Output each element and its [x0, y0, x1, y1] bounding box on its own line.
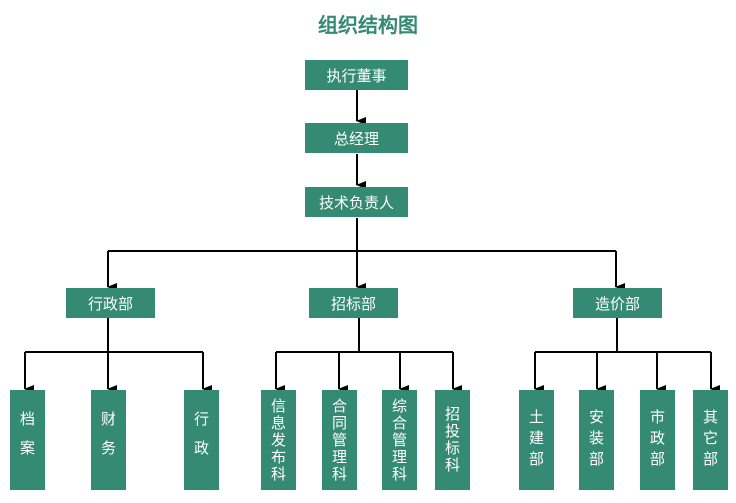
node-general-manager: 总经理: [305, 123, 408, 153]
node-unit-info-release: 信息发布科: [261, 390, 296, 490]
chart-title: 组织结构图: [318, 13, 418, 37]
node-unit-municipal: 市政部: [640, 390, 675, 490]
node-unit-tendering: 招投标科: [435, 390, 470, 490]
node-unit-contract-mgmt: 合同管理科: [322, 390, 357, 490]
node-dept-costing: 造价部: [573, 288, 662, 318]
node-unit-installation: 安装部: [579, 390, 614, 490]
node-executive-director: 执行董事: [305, 60, 408, 90]
node-unit-general-mgmt: 综合管理科: [382, 390, 417, 490]
node-unit-archives: 档案: [10, 390, 45, 490]
node-unit-civil: 土建部: [519, 390, 554, 490]
node-unit-finance: 财务: [91, 390, 126, 490]
node-unit-administration: 行政: [184, 390, 219, 490]
node-dept-admin: 行政部: [66, 288, 155, 318]
node-technical-lead: 技术负责人: [305, 187, 408, 217]
node-unit-other: 其它部: [693, 390, 728, 490]
node-dept-bidding: 招标部: [309, 288, 398, 318]
